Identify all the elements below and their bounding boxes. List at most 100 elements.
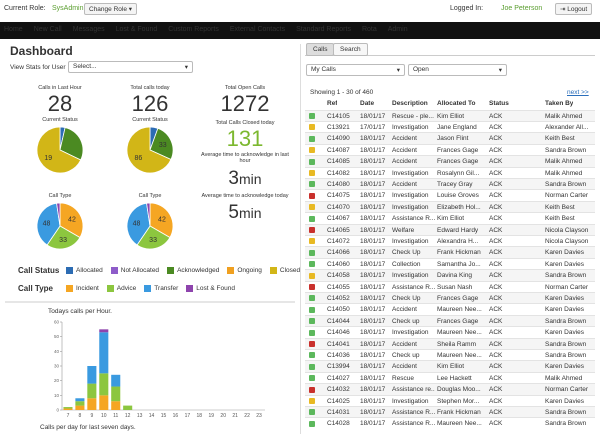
nav-item[interactable]: Messages [72,26,105,33]
table-cell: ACK [489,272,503,280]
nav-item[interactable]: External Contacts [229,26,286,33]
bar-segment [111,401,121,410]
table-cell: Malik Ahmed [545,169,583,177]
x-tick-label: 13 [137,413,143,419]
table-row[interactable]: C14067 18/01/17 Assistance R... Kim Elliot A… [305,212,595,225]
table-row[interactable]: C14066 18/01/17 Check Up Frank Hickman ACK Ka… [305,246,595,259]
table-cell: 18/01/17 [360,363,386,371]
table-row[interactable]: C14032 18/01/17 Assistance re... Douglas Mo… [305,383,595,396]
table-row[interactable]: C14085 18/01/17 Accident Frances Gage ACK Mal… [305,155,595,168]
nav-item[interactable]: Rota [361,26,377,33]
next-link[interactable]: next >> [567,89,589,96]
table-cell: Assistance R... [392,215,435,223]
table-cell: Elizabeth Hol... [437,203,481,211]
table-cell: C14046 [327,329,350,337]
table-cell: 18/01/17 [360,112,386,120]
nav-item[interactable]: Home [4,26,23,33]
table-cell: C14055 [327,283,350,291]
legend-swatch [66,285,73,292]
user-select[interactable]: Select... [68,61,193,73]
table-cell: Check up [392,317,420,325]
table-row[interactable]: C14050 18/01/17 Accident Maureen Nee... ACK K… [305,303,595,316]
table-cell: Frances Gage [437,294,479,302]
x-tick-label: 8 [79,413,82,419]
table-row[interactable]: C14052 18/01/17 Check Up Frances Gage ACK Kar… [305,291,595,305]
table-row[interactable]: C14058 18/01/17 Investigation Davina King AC… [305,269,595,282]
status-flag [309,181,315,188]
table-cell: 18/01/17 [360,408,386,416]
table-cell: Assistance R... [392,283,435,291]
table-cell: Susan Nash [437,283,473,291]
filter-select[interactable]: My Calls [306,64,405,76]
table-row[interactable]: C14028 18/01/17 Assistance R... Maureen Nee… [305,417,595,430]
table-cell: Accident [392,340,417,348]
table-cell: Maureen Nee... [437,420,482,428]
table-row[interactable]: C14105 18/01/17 Rescue - ple... Kim Elliot A… [305,109,595,122]
table-row[interactable]: C14070 18/01/17 Investigation Elizabeth Hol… [305,200,595,214]
table-row[interactable]: C14065 18/01/17 Welfare Edward Hardy ACK Nico… [305,223,595,236]
tab-calls[interactable]: Calls [306,43,335,56]
table-row[interactable]: C14072 18/01/17 Investigation Alexandra H..… [305,234,595,248]
state-text: Open [413,66,429,73]
tab-search[interactable]: Search [333,43,368,56]
table-cell: Karen Davies [545,397,585,405]
legend-title: Call Type [18,284,53,293]
table-row[interactable]: C14080 18/01/17 Accident Tracey Gray ACK Sand… [305,177,595,191]
table-cell: C13994 [327,363,350,371]
table-cell: C14028 [327,420,350,428]
status-flag [309,272,315,279]
table-row[interactable]: C13994 18/01/17 Accident Kim Elliot ACK Karen… [305,360,595,373]
table-cell: 18/01/17 [360,329,386,337]
table-row[interactable]: C14031 18/01/17 Assistance R... Frank Hickm… [305,405,595,419]
table-cell: Louise Groves [437,192,479,200]
column-header: Status [489,100,509,107]
table-cell: Nicola Clayson [545,226,589,234]
table-row[interactable]: C13921 17/01/17 Investigation Jane England A… [305,120,595,134]
table-cell: C14025 [327,397,350,405]
nav-item[interactable]: Lost & Found [115,26,158,33]
table-cell: Accident [392,146,417,154]
table-row[interactable]: C14082 18/01/17 Investigation Rosalynn Gil.… [305,166,595,179]
table-cell: C14027 [327,374,350,382]
table-row[interactable]: C14044 18/01/17 Check up Frances Gage ACK San… [305,314,595,328]
logged-label: Logged In: [450,5,484,12]
status-flag [309,329,315,336]
table-row[interactable]: C14090 18/01/17 Accident Jason Flint ACK Keit… [305,132,595,145]
table-cell: ACK [489,146,503,154]
x-tick-label: 11 [113,413,118,419]
table-cell: Frances Gage [437,146,479,154]
bar-segment [87,398,97,410]
table-cell: Assistance R... [392,408,435,416]
table-row[interactable]: C14075 18/01/17 Investigation Louise Groves… [305,189,595,202]
nav-item[interactable]: Standard Reports [296,26,351,33]
change-role-button[interactable]: Change Role ▾ [84,3,138,15]
status-flag [309,158,315,165]
legend-swatch [110,267,118,274]
column-header: Allocated To [437,100,476,107]
table-row[interactable]: C14087 18/01/17 Accident Frances Gage ACK San… [305,143,595,157]
table-row[interactable]: C14060 18/01/17 Collection Samantha Jo... AC… [305,257,595,271]
x-tick-label: 7 [67,413,70,419]
nav-item[interactable]: Custom Reports [168,26,219,33]
legend-label: Incident [76,285,99,292]
table-cell: Investigation [392,169,429,177]
table-row[interactable]: C14027 18/01/17 Rescue Lee Hackett ACK Malik … [305,371,595,385]
table-row[interactable]: C14041 18/01/17 Accident Sheila Ramm ACK Sand… [305,337,595,350]
column-header: Date [360,100,375,107]
right-panel [300,44,600,434]
stat-label: Calls in Last Hour [38,85,82,91]
table-row[interactable]: C14046 18/01/17 Investigation Maureen Nee..… [305,326,595,339]
legend-label: Ongoing [237,267,262,274]
table-row[interactable]: C14055 18/01/17 Assistance R... Susan Nash A… [305,280,595,293]
state-select[interactable]: Open [408,64,507,76]
nav-item[interactable]: Admin [387,26,408,33]
table-cell: C14050 [327,306,350,314]
table-cell: 18/01/17 [360,317,386,325]
table-row[interactable]: C14025 18/01/17 Investigation Stephen Mor..… [305,394,595,407]
logout-button[interactable]: ⇥ Logout [555,3,593,15]
table-cell: C14082 [327,169,350,177]
table-row[interactable]: C14036 18/01/17 Check up Maureen Nee... ACK S… [305,348,595,362]
nav-item[interactable]: New Call [33,26,62,33]
table-cell: Douglas Moo... [437,386,481,394]
table-cell: Investigation [392,192,429,200]
